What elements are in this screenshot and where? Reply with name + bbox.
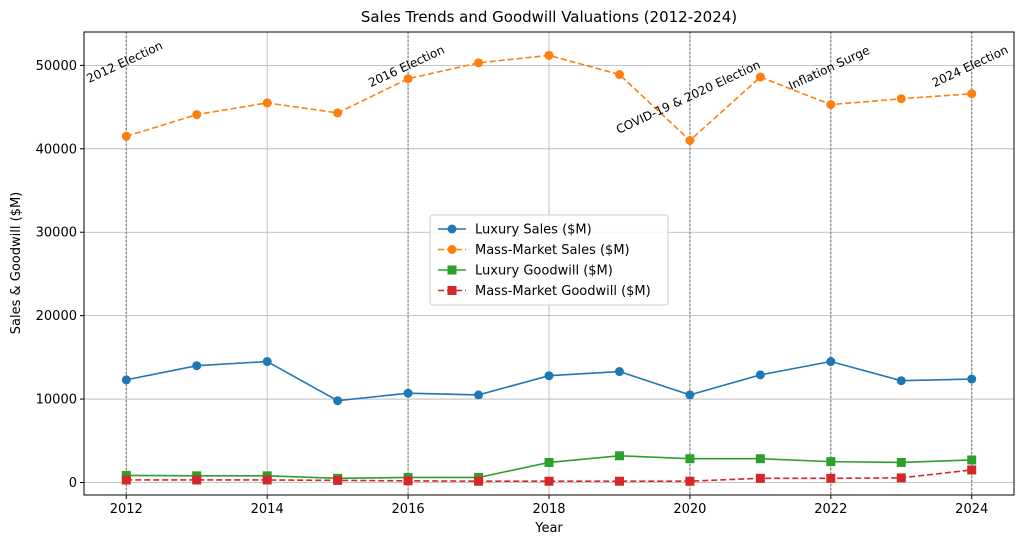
data-point <box>826 100 836 110</box>
legend-label: Mass-Market Sales ($M) <box>475 243 630 258</box>
legend-label: Luxury Goodwill ($M) <box>475 264 613 279</box>
data-point <box>333 396 343 406</box>
data-point <box>967 465 977 475</box>
x-tick-label: 2012 <box>110 502 143 517</box>
data-point <box>474 390 484 400</box>
data-point <box>826 457 836 467</box>
data-point <box>896 94 906 104</box>
x-tick-label: 2016 <box>392 502 425 517</box>
data-point <box>121 131 131 141</box>
legend-label: Luxury Sales ($M) <box>475 223 592 238</box>
legend: Luxury Sales ($M) Mass-Market Sales ($M) L… <box>429 214 669 306</box>
y-tick-label: 20000 <box>36 309 77 324</box>
data-point <box>755 72 765 82</box>
data-point <box>403 74 413 84</box>
data-point <box>474 476 484 486</box>
data-point <box>403 476 413 486</box>
x-tick-label: 2022 <box>814 502 847 517</box>
y-tick-label: 10000 <box>36 393 77 408</box>
x-tick-label: 2024 <box>955 502 988 517</box>
y-tick-label: 0 <box>69 476 77 491</box>
event-lines <box>125 32 973 495</box>
data-point <box>192 361 202 371</box>
legend-label: Mass-Market Goodwill ($M) <box>475 284 651 299</box>
y-tick-label: 30000 <box>36 226 77 241</box>
data-point <box>614 476 624 486</box>
data-point <box>544 371 554 381</box>
series-0 <box>121 357 977 406</box>
data-point <box>403 388 413 398</box>
data-point <box>544 50 554 60</box>
y-axis: 0 10000 20000 30000 40000 50000 <box>36 59 84 491</box>
x-axis-label: Year <box>534 521 563 536</box>
y-tick-label: 50000 <box>36 59 77 74</box>
data-point <box>896 457 906 467</box>
data-point <box>192 475 202 485</box>
legend-marker <box>447 286 457 295</box>
data-point <box>544 476 554 486</box>
data-point <box>544 457 554 467</box>
chart-title: Sales Trends and Goodwill Valuations (20… <box>361 8 737 26</box>
x-tick-label: 2018 <box>532 502 565 517</box>
data-point <box>474 58 484 68</box>
data-point <box>192 110 202 120</box>
data-point <box>262 475 272 485</box>
y-tick-label: 40000 <box>36 142 77 157</box>
data-point <box>614 451 624 461</box>
data-point <box>685 135 695 145</box>
x-tick-label: 2014 <box>251 502 284 517</box>
y-axis-label: Sales & Goodwill ($M) <box>9 192 24 334</box>
legend-marker <box>447 224 457 234</box>
data-point <box>685 476 695 486</box>
data-point <box>333 475 343 485</box>
data-point <box>967 455 977 465</box>
data-point <box>967 89 977 99</box>
data-point <box>121 375 131 385</box>
data-point <box>614 367 624 377</box>
series-layer <box>121 50 977 486</box>
x-axis: 2012 2014 2016 2018 2020 2022 2024 <box>110 495 988 517</box>
legend-marker <box>447 265 457 275</box>
legend-box <box>429 214 669 306</box>
data-point <box>614 70 624 80</box>
data-point <box>896 376 906 386</box>
data-point <box>121 475 131 485</box>
data-point <box>826 357 836 367</box>
data-point <box>755 473 765 483</box>
data-point <box>121 470 131 480</box>
data-point <box>896 473 906 483</box>
legend-marker <box>447 245 457 254</box>
series-3 <box>121 465 977 486</box>
data-point <box>685 454 695 464</box>
data-point <box>685 390 695 400</box>
data-point <box>755 370 765 380</box>
data-point <box>262 357 272 367</box>
data-point <box>262 98 272 108</box>
data-point <box>755 454 765 464</box>
data-point <box>826 473 836 483</box>
series-1 <box>121 50 977 145</box>
x-tick-label: 2020 <box>673 502 706 517</box>
data-point <box>967 374 977 384</box>
data-point <box>333 108 343 118</box>
